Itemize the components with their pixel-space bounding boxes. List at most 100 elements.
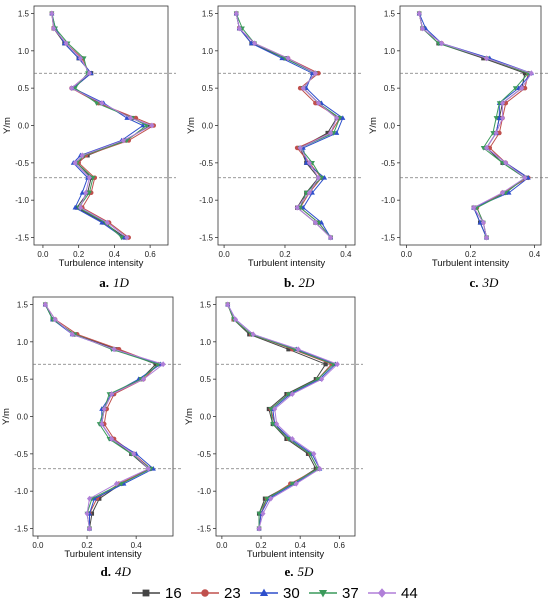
- x-tick-label: 0.0: [216, 541, 228, 550]
- data-point: [295, 346, 301, 353]
- legend-item-23: 23: [191, 585, 241, 602]
- data-point: [86, 70, 92, 77]
- series-37: [225, 302, 336, 532]
- data-point: [270, 422, 276, 427]
- y-tick-label: 0.5: [18, 84, 30, 93]
- x-axis-label: Turbulence intensity: [59, 258, 144, 269]
- y-tick-label: 1.5: [384, 9, 396, 18]
- data-point: [51, 25, 57, 32]
- data-point: [268, 407, 274, 412]
- legend: 16 23 30 37 44: [132, 585, 418, 602]
- data-point: [72, 159, 78, 166]
- legend-marker: [259, 588, 269, 597]
- data-point: [225, 301, 231, 308]
- y-tick-label: 0.5: [202, 84, 214, 93]
- series-16: [49, 11, 153, 240]
- y-tick-label: -1.0: [381, 196, 395, 205]
- data-point: [439, 40, 445, 47]
- data-point: [328, 130, 334, 136]
- series-16: [225, 302, 328, 531]
- data-point: [435, 41, 441, 47]
- data-point: [322, 175, 328, 180]
- series-line: [227, 304, 339, 529]
- x-axis-label: Turbulent intensity: [247, 549, 325, 560]
- x-tick-label: 0.2: [255, 541, 267, 550]
- y-tick-label: 0.0: [17, 413, 29, 422]
- data-point: [300, 204, 306, 210]
- data-point: [124, 115, 130, 120]
- data-point: [522, 85, 528, 91]
- x-axis-label: Turbulent intensity: [248, 258, 326, 269]
- data-point: [493, 130, 499, 136]
- data-point: [311, 450, 317, 457]
- data-point: [145, 465, 151, 472]
- data-point: [81, 56, 87, 62]
- y-tick-label: -1.0: [199, 196, 213, 205]
- data-point: [416, 10, 422, 17]
- caption-letter: d.: [101, 564, 111, 579]
- series-line: [235, 13, 341, 238]
- legend-item-44: 44: [368, 585, 418, 602]
- series-line: [227, 304, 337, 529]
- caption-letter: c.: [469, 275, 478, 290]
- data-point: [79, 152, 85, 159]
- data-point: [328, 234, 334, 241]
- data-point: [264, 496, 270, 502]
- data-point: [484, 55, 490, 62]
- data-point: [99, 100, 105, 107]
- series-line: [227, 304, 333, 529]
- data-point: [481, 56, 486, 61]
- y-tick-label: 1.5: [17, 300, 29, 309]
- data-point: [315, 100, 321, 107]
- data-point: [91, 495, 97, 501]
- chart-panel-5: -1.5 -1.0 -0.5 0.0 0.5 1.0 1.5 0.0 0.2 0.4 0.6 Turb…: [184, 296, 363, 579]
- series-line: [235, 13, 338, 238]
- x-tick-label: 0.2: [279, 250, 291, 259]
- y-tick-label: -1.0: [15, 196, 29, 205]
- x-tick-label: 0.0: [37, 250, 49, 259]
- series-44: [42, 301, 166, 532]
- data-point: [144, 123, 150, 129]
- x-tick-label: 0.0: [401, 250, 413, 259]
- y-tick-label: 1.0: [202, 47, 214, 56]
- series-line: [227, 304, 335, 529]
- chart-panel-4: -1.5 -1.0 -0.5 0.0 0.5 1.0 1.5 0.0 0.2 0.4Turbule…: [1, 296, 181, 579]
- caption-text: 1D: [113, 275, 130, 290]
- series-30: [225, 301, 338, 531]
- data-point: [79, 189, 85, 195]
- series-30: [233, 10, 346, 240]
- x-tick-label: 0.6: [334, 541, 346, 550]
- data-point: [256, 511, 262, 517]
- data-point: [97, 496, 102, 501]
- data-point: [150, 466, 156, 471]
- caption-text: 3D: [482, 275, 500, 290]
- data-point: [500, 189, 506, 196]
- data-point: [86, 174, 92, 181]
- data-point: [101, 220, 106, 225]
- series-line: [235, 13, 341, 238]
- data-point: [42, 301, 48, 308]
- data-point: [49, 10, 55, 17]
- y-tick-label: 0.0: [384, 122, 396, 131]
- data-point: [503, 159, 509, 166]
- y-tick-label: -0.5: [199, 159, 213, 168]
- caption-letter: e.: [284, 564, 293, 579]
- y-tick-label: -1.5: [381, 234, 395, 243]
- data-point: [250, 331, 256, 338]
- data-point: [52, 316, 58, 323]
- data-point: [490, 131, 496, 136]
- y-axis-label: Y/m: [2, 117, 13, 134]
- data-point: [480, 146, 486, 151]
- x-tick-label: 0.2: [81, 541, 93, 550]
- data-point: [500, 160, 506, 166]
- series-line: [418, 13, 526, 238]
- series-line: [44, 304, 157, 529]
- series-30: [49, 10, 146, 240]
- y-tick-label: 1.0: [384, 47, 396, 56]
- data-point: [119, 235, 125, 241]
- plot-frame: [217, 5, 356, 246]
- y-tick-label: 0.5: [384, 84, 396, 93]
- series-30: [416, 10, 534, 240]
- series-line: [51, 13, 155, 238]
